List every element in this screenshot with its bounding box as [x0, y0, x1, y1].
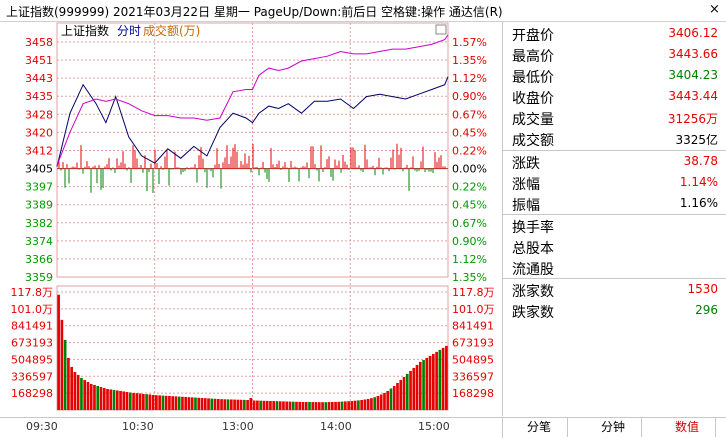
turnover-rate: 换手率 [512, 220, 554, 236]
stat-value: 3325亿 [675, 133, 718, 147]
change-amount: 涨跌 38.78 [512, 154, 718, 172]
price-tick-label: 3420 [25, 126, 53, 139]
price-tick-label: 3443 [25, 72, 53, 85]
float-shares: 流通股 [512, 262, 554, 278]
volume-tick-label: 101.0万 [11, 303, 54, 316]
volume-tick-label: 841491 [11, 320, 53, 333]
divider [503, 150, 726, 151]
stat-value: 3404.23 [668, 68, 718, 82]
price-series-line [56, 76, 449, 167]
price-tick-label: 3397 [25, 181, 53, 194]
stat-open: 开盘价 3406.12 [512, 26, 718, 44]
stat-value: 38.78 [683, 154, 718, 168]
stat-amount: 成交额 3325亿 [512, 133, 718, 149]
pct-tick-label: 1.12% [452, 253, 487, 266]
stat-volume: 成交量 31256万 [512, 112, 718, 128]
stat-low: 最低价 3404.23 [512, 68, 718, 86]
stat-high: 最高价 3443.66 [512, 47, 718, 65]
legend-volume: 成交额(万) [143, 23, 200, 38]
volume-frame [56, 285, 449, 411]
volume-tick-label: 504895 [11, 353, 53, 366]
stat-value: 31256万 [667, 112, 718, 126]
stat-value: 3406.12 [668, 26, 718, 40]
stat-value: 1.14% [679, 175, 718, 189]
pct-tick-label: 0.67% [452, 108, 487, 121]
window-title: 上证指数(999999) 2021年03月22日 星期一 PageUp/Down… [6, 5, 503, 19]
pct-tick-label: 0.90% [452, 235, 487, 248]
volume-tick-label: 117.8万 [452, 286, 495, 299]
time-tick: 13:00 [222, 420, 254, 433]
expand-toggle-icon [435, 24, 447, 35]
stat-close: 收盘价 3443.44 [512, 89, 718, 107]
time-tick: 09:30 [26, 420, 58, 433]
volume-tick-label: 168298 [452, 387, 494, 400]
pct-tick-label: 0.67% [452, 217, 487, 230]
price-tick-label: 3428 [25, 108, 53, 121]
pct-tick-label: 1.35% [452, 54, 487, 67]
pct-tick-label: 0.45% [452, 126, 487, 139]
pct-tick-label: 0.00% [452, 163, 487, 176]
title-bar: 上证指数(999999) 2021年03月22日 星期一 PageUp/Down… [0, 0, 726, 22]
detail-tabs: 分笔 分钟 数值 [502, 417, 726, 438]
price-tick-label: 3405 [25, 163, 53, 176]
tab-values[interactable]: 数值 [659, 418, 716, 437]
volume-tick-label: 336597 [452, 370, 494, 383]
stat-value: 1.16% [679, 196, 718, 210]
pct-tick-label: 0.22% [452, 144, 487, 157]
price-tick-label: 3359 [25, 271, 53, 284]
price-tick-label: 3389 [25, 199, 53, 212]
stat-value: 296 [695, 303, 718, 317]
change-pct: 涨幅 1.14% [512, 175, 718, 193]
volume-tick-label: 504895 [452, 353, 494, 366]
time-axis: 09:30 10:30 13:00 14:00 15:00 [0, 417, 502, 438]
volume-tick-label: 117.8万 [11, 286, 54, 299]
divider [503, 214, 726, 215]
total-shares: 总股本 [512, 241, 554, 257]
price-series-line [56, 34, 449, 166]
price-tick-label: 3451 [25, 54, 53, 67]
pct-tick-label: 1.57% [452, 36, 487, 49]
stat-value: 1530 [687, 282, 718, 296]
pct-tick-label: 0.22% [452, 181, 487, 194]
stat-value: 3443.66 [668, 47, 718, 61]
close-icon[interactable]: × [709, 2, 720, 17]
quote-panel: 开盘价 3406.12 最高价 3443.66 最低价 3404.23 收盘价 3443… [502, 22, 726, 416]
price-tick-label: 3382 [25, 217, 53, 230]
volume-tick-label: 673193 [452, 337, 494, 350]
advancers: 涨家数 1530 [512, 282, 718, 300]
legend-mode: 分时 [117, 24, 141, 38]
stat-value: 3443.44 [668, 89, 718, 103]
price-tick-label: 3458 [25, 36, 53, 49]
volume-tick-label: 673193 [11, 337, 53, 350]
time-tick: 15:00 [418, 420, 450, 433]
tab-minutes[interactable]: 分钟 [585, 418, 642, 437]
time-tick: 10:30 [122, 420, 154, 433]
amplitude: 振幅 1.16% [512, 196, 718, 214]
time-tick: 14:00 [320, 420, 352, 433]
pct-tick-label: 1.35% [452, 271, 487, 284]
price-tick-label: 3366 [25, 253, 53, 266]
pct-tick-label: 0.45% [452, 199, 487, 212]
legend-index-name: 上证指数 [61, 23, 109, 38]
price-tick-label: 3435 [25, 90, 53, 103]
intraday-chart[interactable]: 3458 1.57% 3451 1.35% 3443 1.12% 3435 0.90% 3428… [0, 22, 502, 417]
tab-ticks[interactable]: 分笔 [511, 418, 568, 437]
volume-tick-label: 168298 [11, 387, 53, 400]
volume-tick-label: 841491 [452, 320, 494, 333]
divider [503, 278, 726, 279]
volume-tick-label: 336597 [11, 370, 53, 383]
price-tick-label: 3412 [25, 144, 53, 157]
decliners: 跌家数 296 [512, 303, 718, 321]
price-tick-label: 3374 [25, 235, 53, 248]
pct-tick-label: 0.90% [452, 90, 487, 103]
pct-tick-label: 1.12% [452, 72, 487, 85]
volume-tick-label: 101.0万 [452, 303, 495, 316]
